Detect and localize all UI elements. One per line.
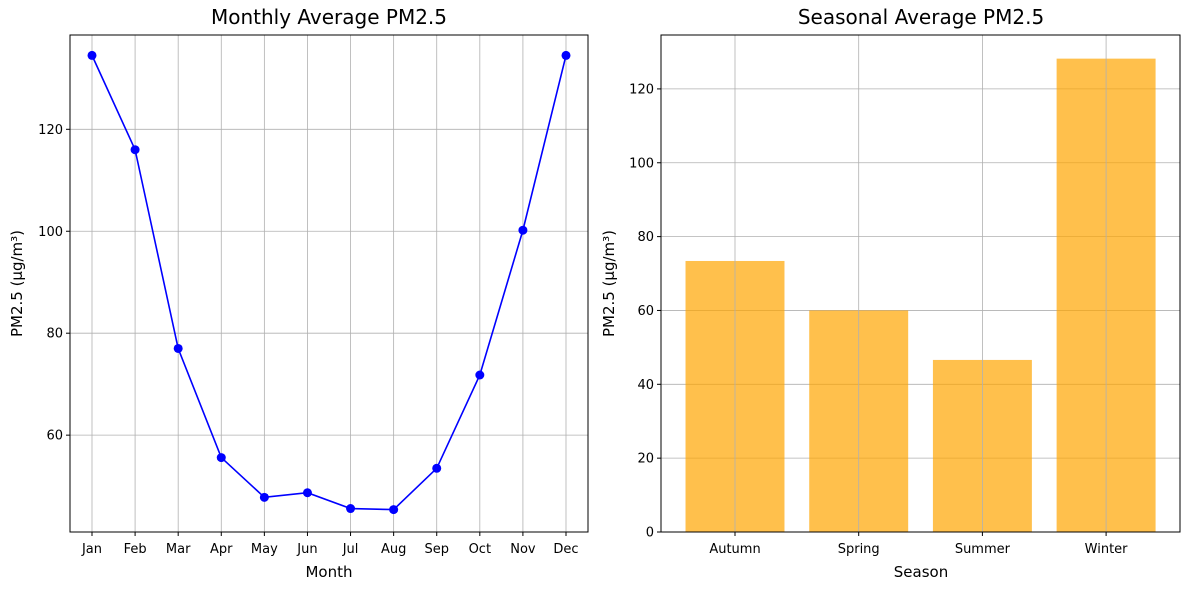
x-axis-label: Month bbox=[305, 563, 352, 581]
y-tick-label: 100 bbox=[38, 225, 63, 240]
data-point bbox=[389, 505, 399, 515]
x-tick-label: Winter bbox=[1085, 542, 1129, 557]
gridlines bbox=[734, 35, 1107, 532]
x-tick-label: Sep bbox=[424, 542, 449, 557]
y-tick-label: 120 bbox=[629, 82, 654, 97]
data-point bbox=[432, 463, 442, 473]
x-tick-label: May bbox=[251, 542, 278, 557]
data-point bbox=[561, 50, 571, 60]
data-point bbox=[87, 50, 97, 60]
chart-title: Monthly Average PM2.5 bbox=[211, 5, 447, 29]
y-tick-label: 40 bbox=[637, 378, 654, 393]
x-tick-label: Feb bbox=[124, 542, 147, 557]
y-tick-label: 60 bbox=[637, 304, 654, 319]
data-point bbox=[173, 343, 183, 353]
x-tick-label: Aug bbox=[381, 542, 406, 557]
data-point bbox=[518, 225, 528, 235]
monthly-line-chart: Monthly Average PM2.5 Jan Feb Mar Apr May Jun… bbox=[8, 5, 589, 581]
y-tick-label: 20 bbox=[637, 452, 654, 467]
series-line bbox=[91, 55, 567, 511]
axis-ticks: 0 20 40 60 80 100 120 Autumn Spring Summer Winter bbox=[629, 82, 1128, 557]
x-tick-label: Autumn bbox=[709, 542, 760, 557]
x-tick-label: Apr bbox=[210, 542, 233, 557]
plot-frame bbox=[660, 34, 1181, 533]
x-tick-label: Dec bbox=[553, 542, 578, 557]
x-tick-label: Jan bbox=[81, 542, 102, 557]
data-point bbox=[216, 453, 226, 463]
x-tick-label: Summer bbox=[955, 542, 1011, 557]
data-point bbox=[259, 492, 269, 502]
y-tick-label: 80 bbox=[637, 230, 654, 245]
y-axis-label: PM2.5 (µg/m³) bbox=[600, 230, 618, 337]
series bbox=[87, 50, 571, 515]
chart-title: Seasonal Average PM2.5 bbox=[798, 5, 1044, 29]
data-point bbox=[130, 145, 140, 155]
x-tick-label: Nov bbox=[510, 542, 536, 557]
y-tick-label: 100 bbox=[629, 156, 654, 171]
data-point bbox=[475, 370, 485, 380]
seasonal-bar-chart: Seasonal Average PM2.5 0 20 40 60 80 100 120 Au… bbox=[600, 5, 1181, 581]
x-axis-label: Season bbox=[894, 563, 948, 581]
data-point bbox=[302, 488, 312, 498]
y-tick-label: 60 bbox=[46, 429, 63, 444]
x-tick-label: Jun bbox=[296, 542, 317, 557]
y-tick-label: 80 bbox=[46, 327, 63, 342]
x-tick-label: Mar bbox=[166, 542, 191, 557]
x-tick-label: Jul bbox=[342, 542, 359, 557]
data-point bbox=[346, 504, 356, 514]
gridlines bbox=[70, 35, 588, 532]
y-axis-label: PM2.5 (µg/m³) bbox=[8, 230, 26, 337]
axis-ticks: Jan Feb Mar Apr May Jun Jul Aug Sep Oct Nov Dec 60 80… bbox=[38, 123, 578, 557]
x-tick-label: Spring bbox=[838, 542, 880, 557]
plot-frame bbox=[69, 34, 589, 533]
x-tick-label: Oct bbox=[469, 542, 491, 557]
y-tick-label: 120 bbox=[38, 123, 63, 138]
y-tick-label: 0 bbox=[646, 526, 654, 541]
